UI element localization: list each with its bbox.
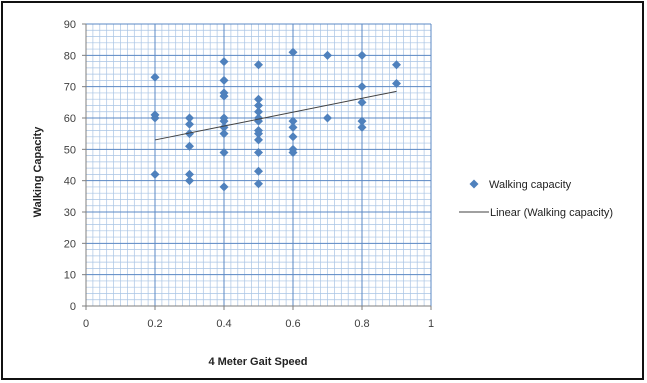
data-point — [219, 116, 229, 126]
trendline-layer — [154, 90, 397, 141]
data-point — [254, 129, 263, 139]
data-point — [185, 176, 194, 186]
data-point — [185, 129, 194, 139]
data-point — [219, 75, 229, 85]
data-point — [185, 119, 194, 129]
legend-label-linear-trendline: Linear (Walking capacity) — [490, 207, 613, 219]
data-point — [288, 122, 298, 132]
y-tick-label: 80 — [64, 50, 76, 62]
y-tick-label: 10 — [64, 270, 76, 282]
data-point — [219, 182, 229, 192]
data-point — [323, 50, 332, 60]
y-tick-label: 30 — [64, 207, 76, 219]
data-point — [254, 135, 263, 145]
data-point — [254, 179, 263, 189]
data-point — [288, 132, 298, 142]
x-tick-label: 0.2 — [147, 318, 162, 330]
data-point — [357, 116, 367, 126]
y-tick-labels: 0 10 20 30 40 50 60 70 80 90 — [64, 19, 76, 313]
data-point — [219, 57, 229, 67]
legend-diamond-marker — [469, 179, 479, 189]
y-tick-label: 50 — [64, 144, 76, 156]
x-axis-title: 4 Meter Gait Speed — [208, 356, 307, 368]
data-point — [288, 147, 298, 157]
y-axis-title: Walking Capacity — [32, 126, 44, 218]
y-tick-label: 40 — [64, 176, 76, 188]
data-point — [219, 129, 229, 139]
data-point — [185, 169, 194, 179]
x-tick-label: 0.4 — [216, 318, 231, 330]
data-point — [254, 60, 263, 70]
data-point — [150, 113, 160, 123]
data-point — [150, 72, 160, 82]
y-tick-label: 60 — [64, 113, 76, 125]
data-point — [254, 107, 263, 117]
data-point — [185, 113, 194, 123]
data-point — [357, 97, 367, 107]
data-point — [185, 141, 194, 151]
y-tick-label: 20 — [64, 238, 76, 250]
data-point — [392, 60, 401, 70]
data-point — [219, 91, 229, 101]
x-tick-labels: 0 0.2 0.4 0.6 0.8 1 — [83, 318, 434, 330]
y-tick-label: 0 — [70, 301, 76, 313]
x-tick-label: 1 — [428, 318, 434, 330]
data-point — [150, 169, 160, 179]
data-point — [323, 113, 332, 123]
data-point — [288, 116, 298, 126]
linear-trendline — [154, 90, 397, 141]
data-point — [357, 50, 367, 60]
data-point — [288, 47, 298, 57]
legend: Walking capacity Linear (Walking capacit… — [459, 179, 613, 219]
data-point — [254, 94, 263, 104]
series-layer — [150, 47, 401, 192]
data-point — [254, 147, 263, 157]
data-point — [219, 147, 229, 157]
x-tick-label: 0 — [83, 318, 89, 330]
axes — [82, 23, 432, 310]
y-tick-label: 70 — [64, 82, 76, 94]
data-point — [392, 79, 401, 89]
x-tick-label: 0.8 — [354, 318, 369, 330]
y-tick-label: 90 — [64, 19, 76, 31]
data-point — [254, 166, 263, 176]
data-point — [254, 100, 263, 110]
legend-label-walking-capacity: Walking capacity — [489, 179, 572, 191]
data-point — [357, 122, 367, 132]
data-point — [357, 82, 367, 92]
x-tick-label: 0.6 — [285, 318, 300, 330]
